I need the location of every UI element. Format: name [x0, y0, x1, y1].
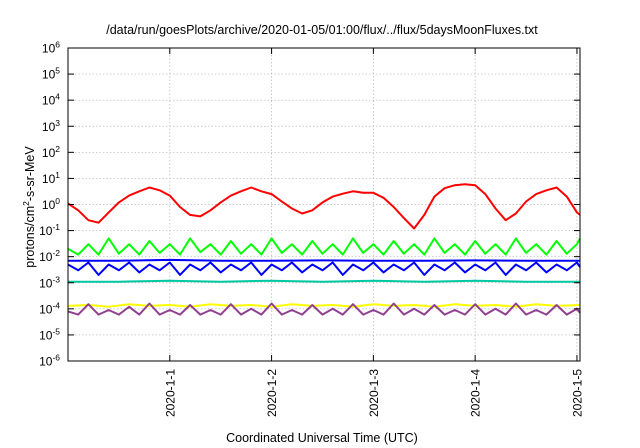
y-tick-label-exp: 1	[55, 170, 60, 180]
y-tick-label-exp: -3	[52, 274, 60, 284]
y-tick-label-base: 10	[39, 224, 53, 238]
y-tick-label: 10-4	[39, 300, 60, 316]
x-tick-label: 2020-1-5	[570, 369, 584, 417]
series-line	[67, 303, 581, 308]
y-tick-label-exp: -1	[52, 222, 60, 232]
y-tick-label-exp: 4	[55, 92, 60, 102]
y-tick-label-exp: -2	[52, 248, 60, 258]
y-tick-label: 106	[42, 40, 60, 56]
y-tick-label-exp: 0	[55, 196, 60, 206]
y-axis-label-rest: -s-sr-MeV	[23, 146, 37, 202]
x-tick-label: 2020-1-3	[367, 369, 381, 417]
x-axis-label: Coordinated Universal Time (UTC)	[226, 431, 418, 445]
y-tick-label-exp: -4	[52, 300, 60, 310]
y-tick-label-exp: 3	[55, 118, 60, 128]
chart-title: /data/run/goesPlots/archive/2020-01-05/0…	[106, 23, 538, 37]
series-line	[67, 302, 581, 316]
series-line	[68, 279, 580, 283]
y-tick-label: 103	[42, 118, 60, 134]
y-tick-label: 10-2	[39, 248, 60, 264]
y-tick-label: 10-3	[39, 274, 60, 290]
y-tick-label-exp: 5	[55, 66, 60, 76]
y-tick-label-base: 10	[42, 120, 56, 134]
y-tick-label: 105	[42, 66, 60, 82]
series-line	[67, 261, 581, 276]
y-tick-label-base: 10	[42, 42, 56, 56]
y-tick-label: 104	[42, 92, 60, 108]
y-tick-label-base: 10	[42, 94, 56, 108]
x-tick-label: 2020-1-1	[163, 369, 177, 417]
y-tick-label-base: 10	[42, 172, 56, 186]
plot-frame	[67, 47, 581, 362]
y-tick-label-base: 10	[42, 198, 56, 212]
y-tick-label: 100	[42, 196, 60, 212]
x-tick-label: 2020-1-2	[265, 369, 279, 417]
y-axis-label-main: protons/cm	[23, 206, 37, 268]
y-tick-labels: 10-610-510-410-310-210-11001011021031041…	[39, 40, 60, 369]
series-line	[67, 183, 581, 230]
y-tick-label: 10-5	[39, 326, 60, 342]
y-tick-label-base: 10	[39, 302, 53, 316]
y-tick-label-exp: -5	[52, 326, 60, 336]
y-tick-label-exp: 2	[55, 144, 60, 154]
y-tick-label-base: 10	[39, 328, 53, 342]
grid-lines	[68, 48, 580, 361]
x-tick-label: 2020-1-4	[469, 369, 483, 417]
y-tick-label-base: 10	[39, 276, 53, 290]
y-tick-label-base: 10	[42, 146, 56, 160]
y-tick-label: 10-1	[39, 222, 60, 238]
y-tick-label-base: 10	[39, 250, 53, 264]
axes	[67, 47, 581, 362]
y-tick-label-exp: -6	[52, 353, 60, 363]
y-axis-label: protons/cm2-s-sr-MeV	[21, 146, 37, 268]
y-tick-label-base: 10	[42, 68, 56, 82]
series-line	[68, 258, 580, 262]
x-tick-labels: 2020-1-1 2020-1-2 2020-1-3 2020-1-4 2020-1-5	[163, 369, 584, 417]
y-tick-label: 101	[42, 170, 60, 186]
series-line	[67, 237, 581, 256]
y-tick-label-base: 10	[39, 355, 53, 369]
y-tick-label: 10-6	[39, 353, 60, 369]
y-tick-label: 102	[42, 144, 60, 160]
data-series	[67, 183, 581, 316]
y-axis-label-sup: 2	[21, 201, 31, 206]
y-tick-label-exp: 6	[55, 40, 60, 50]
